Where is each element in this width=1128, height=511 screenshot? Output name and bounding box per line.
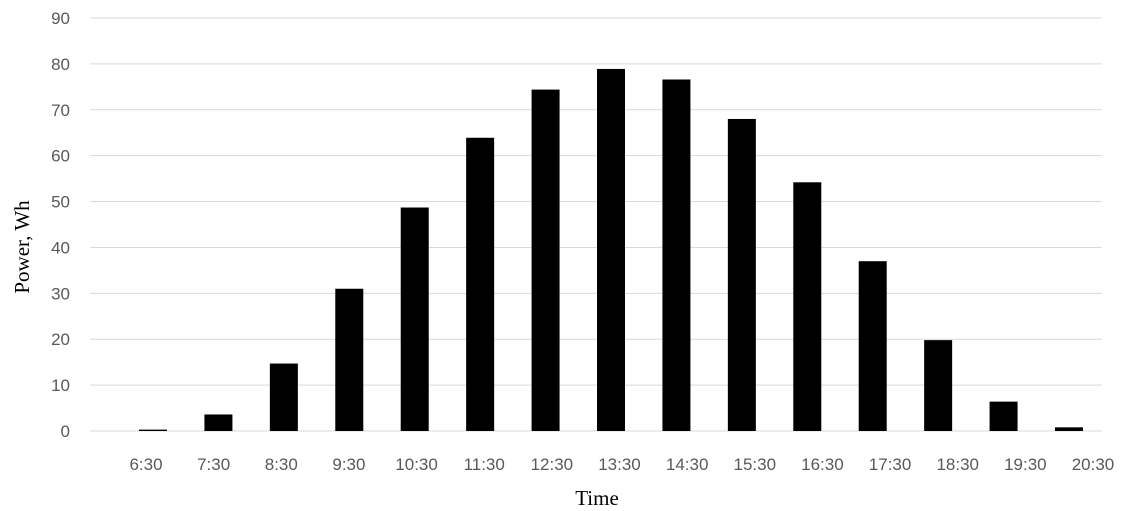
x-tick-label: 6:30 bbox=[129, 455, 162, 474]
x-tick-label: 10:30 bbox=[395, 455, 438, 474]
bar bbox=[727, 118, 756, 431]
x-tick-label: 20:30 bbox=[1072, 455, 1115, 474]
x-tick-label: 18:30 bbox=[936, 455, 979, 474]
y-tick-label: 30 bbox=[51, 284, 70, 303]
x-tick-label: 17:30 bbox=[869, 455, 912, 474]
x-tick-label: 7:30 bbox=[197, 455, 230, 474]
y-axis-title: Power, Wh bbox=[10, 200, 34, 294]
bar bbox=[858, 261, 887, 431]
bar bbox=[597, 68, 625, 431]
bar bbox=[1055, 427, 1083, 431]
bars bbox=[139, 68, 1083, 431]
gridlines bbox=[90, 17, 1102, 432]
x-tick-label: 19:30 bbox=[1004, 455, 1047, 474]
x-tick-label: 11:30 bbox=[464, 455, 505, 474]
y-tick-label: 20 bbox=[51, 330, 70, 349]
x-tick-label: 16:30 bbox=[801, 455, 844, 474]
bar bbox=[989, 401, 1018, 431]
bar bbox=[793, 182, 822, 431]
bar bbox=[139, 429, 167, 431]
y-tick-label: 10 bbox=[51, 376, 70, 395]
y-tick-label: 40 bbox=[51, 238, 70, 257]
bar bbox=[400, 207, 429, 431]
x-tick-label: 13:30 bbox=[598, 455, 641, 474]
bar bbox=[466, 137, 495, 431]
y-tick-label: 50 bbox=[51, 193, 70, 212]
bar bbox=[924, 340, 953, 431]
bar bbox=[269, 363, 298, 431]
x-tick-label: 9:30 bbox=[332, 455, 365, 474]
x-tick-label: 12:30 bbox=[531, 455, 574, 474]
x-tick-label: 15:30 bbox=[734, 455, 777, 474]
bar bbox=[204, 414, 233, 431]
x-axis-title: Time bbox=[575, 486, 619, 510]
x-tick-label: 14:30 bbox=[666, 455, 709, 474]
x-axis-ticks: 6:30 7:30 8:30 9:30 10:30 11:30 12:30 13:30 14:3… bbox=[129, 455, 1114, 474]
bar bbox=[662, 79, 691, 431]
y-tick-label: 70 bbox=[51, 101, 70, 120]
y-axis-ticks: 0 10 20 30 40 50 60 70 80 90 bbox=[51, 9, 70, 441]
y-tick-label: 80 bbox=[51, 55, 70, 74]
x-tick-label: 8:30 bbox=[265, 455, 298, 474]
y-tick-label: 0 bbox=[61, 422, 70, 441]
bar bbox=[531, 89, 560, 431]
bar bbox=[335, 288, 364, 431]
y-tick-label: 90 bbox=[51, 9, 70, 28]
y-tick-label: 60 bbox=[51, 147, 70, 166]
